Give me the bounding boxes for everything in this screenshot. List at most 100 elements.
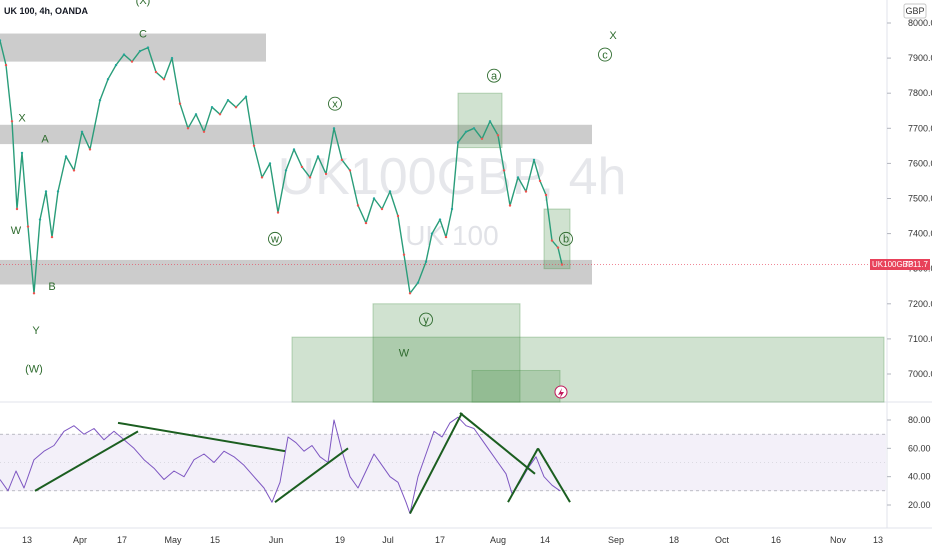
zone-zone-low — [0, 259, 592, 285]
osc-tick-label: 40.00 — [908, 472, 931, 482]
last-price-label: UK100GBP 7311.7 — [870, 259, 930, 270]
price-point — [348, 169, 352, 172]
price-point — [44, 190, 48, 193]
price-point — [56, 190, 60, 193]
wave-label-circle — [559, 231, 573, 246]
time-tick-label: May — [164, 535, 182, 545]
price-point — [276, 211, 280, 214]
price-point — [26, 225, 30, 228]
wave-label: (W) — [25, 364, 43, 376]
wave-label: X — [609, 30, 617, 42]
price-point — [416, 281, 420, 284]
price-point — [444, 235, 448, 239]
time-tick-label: Nov — [830, 535, 847, 545]
osc-tick-label: 20.00 — [908, 500, 931, 510]
price-point — [38, 218, 42, 221]
price-tick-label: 8000.0 — [908, 18, 932, 28]
osc-line — [0, 416, 561, 514]
price-point — [0, 39, 2, 42]
wave-label: W — [399, 348, 410, 360]
price-point — [260, 176, 264, 179]
price-point — [218, 113, 222, 116]
price-point — [550, 239, 554, 242]
time-tick-label: 15 — [210, 535, 220, 545]
price-point — [472, 127, 476, 130]
price-point — [154, 70, 158, 74]
price-point — [450, 207, 454, 211]
time-tick-label: Jul — [382, 535, 394, 545]
time-tick-label: 18 — [669, 535, 679, 545]
price-point — [372, 197, 376, 200]
price-point — [456, 141, 460, 144]
event-marker — [554, 385, 568, 399]
time-tick-label: 14 — [540, 535, 550, 545]
currency-badge-box — [903, 3, 927, 19]
price-point — [88, 148, 92, 151]
time-tick-label: Apr — [73, 535, 87, 545]
osc-trendline — [274, 447, 349, 503]
price-tick-label: 7700.0 — [908, 123, 932, 133]
time-tick-label: Jun — [269, 535, 284, 545]
price-point — [556, 246, 560, 249]
osc-trendline — [459, 412, 536, 475]
price-point — [308, 176, 312, 179]
price-series — [0, 39, 886, 295]
currency-label: GBP — [905, 6, 924, 16]
price-point — [332, 127, 336, 130]
watermark-symbol: UK100GBP, 4h — [278, 148, 627, 206]
price-point — [438, 218, 442, 221]
osc-trendline — [117, 421, 286, 453]
price-tick-label: 7200.0 — [908, 299, 932, 309]
price-point — [430, 232, 434, 235]
osc-tick-label: 80.00 — [908, 415, 931, 425]
price-tick-label: 7600.0 — [908, 158, 932, 168]
price-point — [234, 106, 238, 109]
last-price-value: 7311.7 — [904, 260, 928, 269]
price-point — [424, 260, 428, 263]
wave-label-circle — [328, 96, 342, 111]
price-point — [20, 151, 24, 155]
price-point — [502, 169, 506, 172]
osc-trendline — [34, 430, 139, 492]
time-tick-label: Sep — [608, 535, 624, 545]
price-point — [316, 155, 320, 158]
price-point — [300, 165, 304, 169]
price-tick-label: 7100.0 — [908, 334, 932, 344]
price-point — [170, 56, 174, 60]
price-point — [408, 292, 412, 295]
osc-trendline — [537, 447, 571, 503]
osc-trendline — [507, 447, 539, 503]
price-point — [380, 207, 384, 211]
price-point — [186, 127, 190, 130]
price-point — [106, 78, 110, 81]
price-point — [10, 120, 14, 123]
price-point — [496, 134, 500, 137]
last-price-box — [870, 259, 930, 270]
zone-zone-mid — [0, 124, 592, 145]
price-point — [226, 99, 230, 102]
wave-label-circle — [268, 231, 282, 246]
price-point — [210, 106, 214, 109]
zone-zone-top — [0, 33, 266, 62]
zone-green-b — [543, 208, 571, 270]
price-point — [138, 49, 142, 53]
time-tick-label: Aug — [490, 535, 506, 545]
wave-label: y — [423, 314, 429, 326]
time-axis: 13 Apr 17 May 15 Jun 19 Jul 17 Aug 14 Sep 18 Oct 16 Nov… — [0, 527, 932, 545]
price-point — [532, 158, 536, 162]
price-point — [80, 130, 84, 133]
price-point — [544, 193, 548, 197]
price-point — [364, 221, 368, 225]
price-point — [538, 179, 542, 183]
wave-label: b — [563, 234, 569, 246]
price-point — [114, 63, 118, 67]
price-point — [130, 60, 134, 63]
wave-label-circle — [598, 47, 612, 62]
price-point — [64, 155, 68, 158]
price-tick-label: 7500.0 — [908, 194, 932, 204]
price-point — [4, 63, 8, 67]
currency-badge[interactable]: GBP — [903, 3, 927, 19]
price-point — [480, 137, 484, 140]
